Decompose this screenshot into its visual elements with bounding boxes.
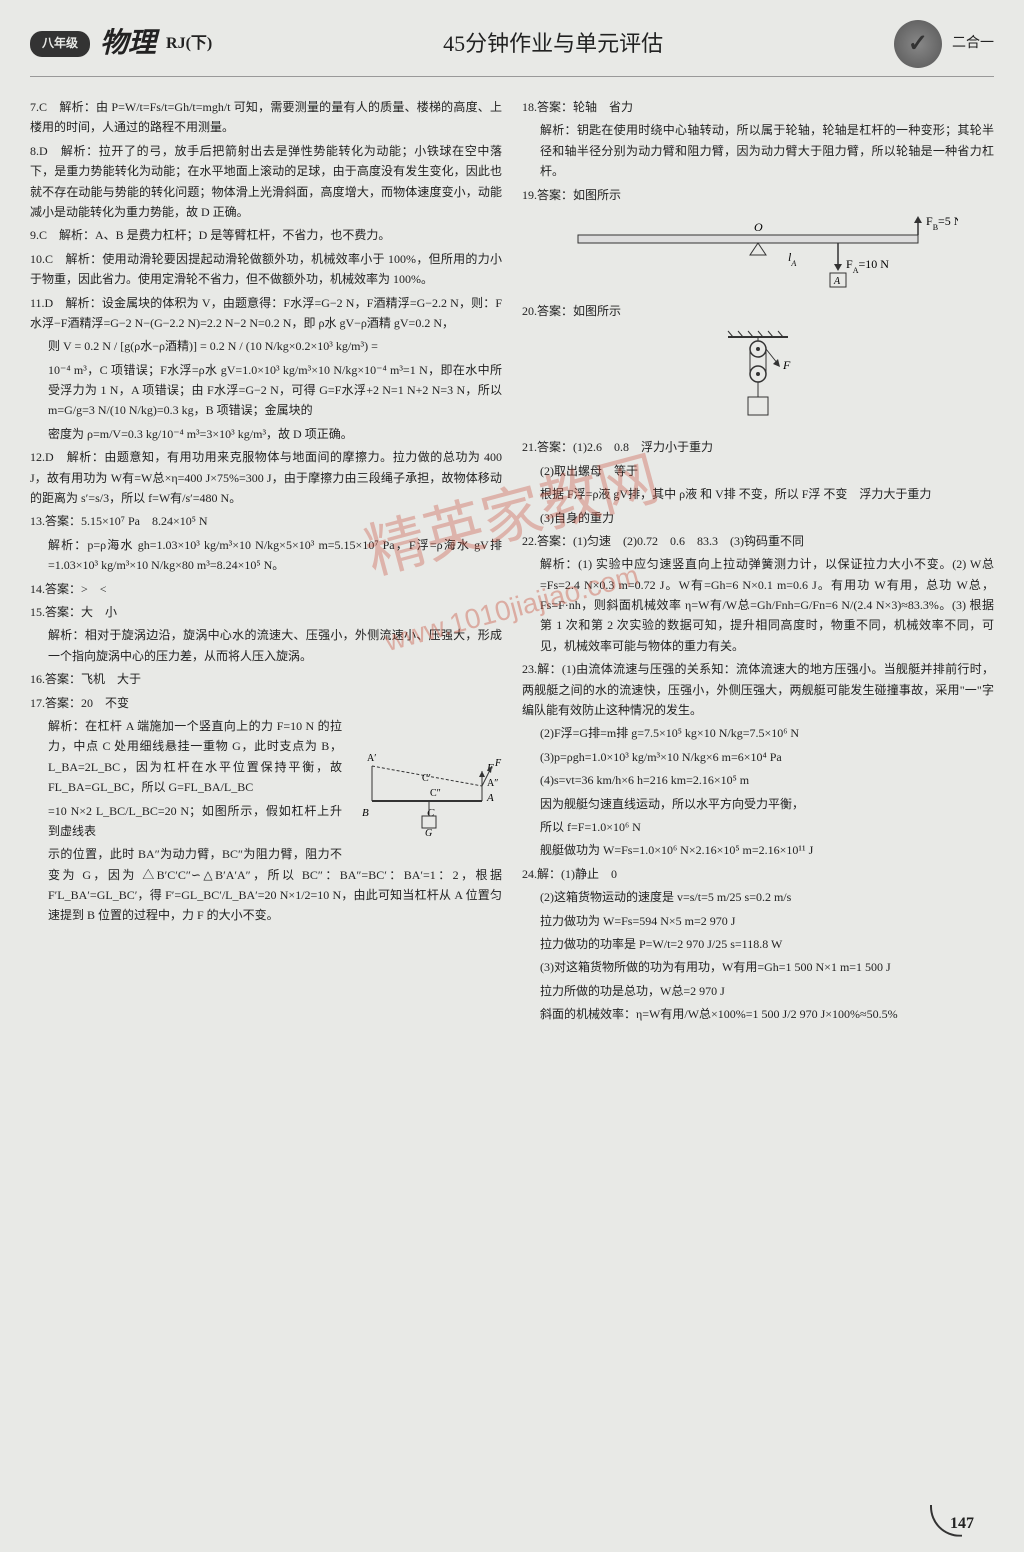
q24-solution: 24.解：(1)静止 0	[522, 864, 994, 884]
q18-explanation: 解析：钥匙在使用时绕中心轴转动，所以属于轮轴，轮轴是杠杆的一种变形；其轮半径和轴…	[522, 120, 994, 181]
q22-answer: 22.答案：(1)匀速 (2)0.72 0.6 83.3 (3)钩码重不同	[522, 531, 994, 551]
grade-badge: 八年级	[30, 31, 90, 56]
q9-text: 9.C 解析：A、B 是费力杠杆；D 是等臂杠杆，不省力，也不费力。	[30, 225, 502, 245]
q23-part3: (3)p=ρgh=1.0×10³ kg/m³×10 N/kg×6 m=6×10⁴…	[522, 747, 994, 767]
q12-text: 12.D 解析：由题意知，有用功用来克服物体与地面间的摩擦力。拉力做的总功为 4…	[30, 447, 502, 508]
q19-lever-diagram: O FB=5 N lA FA=10 N A	[522, 213, 994, 293]
q19-answer: 19.答案：如图所示	[522, 185, 994, 205]
q8-text: 8.D 解析：拉开了的弓，放手后把箭射出去是弹性势能转化为动能；小铁球在空中落下…	[30, 141, 502, 223]
right-column: 18.答案：轮轴 省力 解析：钥匙在使用时绕中心轴转动，所以属于轮轴，轮轴是杠杆…	[522, 97, 994, 1028]
q24-part3: 拉力做功为 W=Fs=594 N×5 m=2 970 J	[522, 911, 994, 931]
q21-part3: (3)自身的重力	[522, 508, 994, 528]
content-area: 精英家教网 www.1010jiajiao.com 7.C 解析：由 P=W/t…	[30, 97, 994, 1028]
q19-label-FB: FB=5 N	[926, 214, 958, 232]
q24-part7: 斜面的机械效率：η=W有用/W总×100%=1 500 J/2 970 J×10…	[522, 1004, 994, 1024]
svg-text:G: G	[425, 828, 432, 839]
q11-equation: 则 V = 0.2 N / [g(ρ水−ρ酒精)] = 0.2 N / (10 …	[30, 336, 502, 356]
q13-explanation: 解析：p=ρ海水 gh=1.03×10³ kg/m³×10 N/kg×5×10³…	[30, 535, 502, 576]
page-header: 八年级 物理 RJ(下) 45分钟作业与单元评估 二合一	[30, 20, 994, 77]
logo-checkmark-icon	[894, 20, 942, 68]
q23-part6: 所以 f=F=1.0×10⁶ N	[522, 817, 994, 837]
page-number: 147	[950, 1511, 974, 1537]
q23-solution: 23.解：(1)由流体流速与压强的关系知：流体流速大的地方压强小。当舰艇并排前行…	[522, 659, 994, 720]
subject-title: 物理	[100, 22, 156, 67]
q24-part2: (2)这箱货物运动的速度是 v=s/t=5 m/25 s=0.2 m/s	[522, 887, 994, 907]
q7-text: 7.C 解析：由 P=W/t=Fs/t=Gh/t=mgh/t 可知，需要测量的量…	[30, 97, 502, 138]
svg-text:A″: A″	[487, 778, 498, 789]
q19-label-A: A	[833, 276, 841, 287]
q24-part6: 拉力所做的功是总功，W总=2 970 J	[522, 981, 994, 1001]
q11-part3: 密度为 ρ=m/V=0.3 kg/10⁻⁴ m³=3×10³ kg/m³，故 D…	[30, 424, 502, 444]
q10-text: 10.C 解析：使用动滑轮要因提起动滑轮做额外功，机械效率小于 100%，但所用…	[30, 249, 502, 290]
q18-answer: 18.答案：轮轴 省力	[522, 97, 994, 117]
q21-part2: (2)取出螺母 等于	[522, 461, 994, 481]
q23-part2: (2)F浮=G排=m排 g=7.5×10⁵ kg×10 N/kg=7.5×10⁶…	[522, 723, 994, 743]
q20-pulley-diagram: F	[708, 329, 808, 429]
edition-label: RJ(下)	[166, 31, 212, 57]
svg-text:F′: F′	[494, 758, 502, 769]
q13-answer: 13.答案：5.15×10⁷ Pa 8.24×10⁵ N	[30, 511, 502, 531]
q20-label-F: F	[782, 358, 791, 372]
q19-label-lA: lA	[788, 250, 796, 268]
q23-part5: 因为舰艇匀速直线运动，所以水平方向受力平衡，	[522, 794, 994, 814]
svg-text:A: A	[486, 792, 494, 804]
svg-text:C′: C′	[422, 773, 431, 784]
q15-answer: 15.答案：大 小	[30, 602, 502, 622]
svg-text:B: B	[362, 807, 369, 819]
combo-label: 二合一	[952, 33, 994, 55]
q21-answer: 21.答案：(1)2.6 0.8 浮力小于重力	[522, 437, 994, 457]
svg-text:C″: C″	[430, 788, 441, 799]
q17-explanation2: 示的位置，此时 BA″为动力臂，BC″为阻力臂，阻力不变为 G，因为 △B′C′…	[30, 844, 502, 926]
q24-part4: 拉力做功的功率是 P=W/t=2 970 J/25 s=118.8 W	[522, 934, 994, 954]
q17-answer: 17.答案：20 不变	[30, 693, 502, 713]
q15-explanation: 解析：相对于旋涡边沿，旋涡中心水的流速大、压强小，外侧流速小、压强大，形成一个指…	[30, 625, 502, 666]
q22-explanation: 解析：(1) 实验中应匀速竖直向上拉动弹簧测力计，以保证拉力大小不变。(2) W…	[522, 554, 994, 656]
left-column: 7.C 解析：由 P=W/t=Fs/t=Gh/t=mgh/t 可知，需要测量的量…	[30, 97, 502, 1028]
q23-part7: 舰艇做功为 W=Fs=1.0×10⁶ N×2.16×10⁵ m=2.16×10¹…	[522, 840, 994, 860]
q17-lever-diagram: A′ A B C′ C A″ C″ F F′ G	[352, 721, 502, 841]
q19-label-O: O	[754, 220, 763, 234]
main-title: 45分钟作业与单元评估	[443, 26, 663, 61]
q19-label-FA: FA=10 N	[846, 257, 889, 275]
q14-answer: 14.答案：> <	[30, 579, 502, 599]
svg-text:A′: A′	[367, 753, 376, 764]
q11-text: 11.D 解析：设金属块的体积为 V，由题意得：F水浮=G−2 N，F酒精浮=G…	[30, 293, 502, 334]
q21-explanation: 根据 F浮=ρ液 gV排，其中 ρ液 和 V排 不变，所以 F浮 不变 浮力大于…	[522, 484, 994, 504]
q11-part2: 10⁻⁴ m³，C 项错误；F水浮=ρ水 gV=1.0×10³ kg/m³×10…	[30, 360, 502, 421]
q20-answer: 20.答案：如图所示	[522, 301, 994, 321]
q24-part5: (3)对这箱货物所做的功为有用功，W有用=Gh=1 500 N×1 m=1 50…	[522, 957, 994, 977]
q16-answer: 16.答案：飞机 大于	[30, 669, 502, 689]
q23-part4: (4)s=vt=36 km/h×6 h=216 km=2.16×10⁵ m	[522, 770, 994, 790]
svg-text:C: C	[427, 807, 435, 819]
